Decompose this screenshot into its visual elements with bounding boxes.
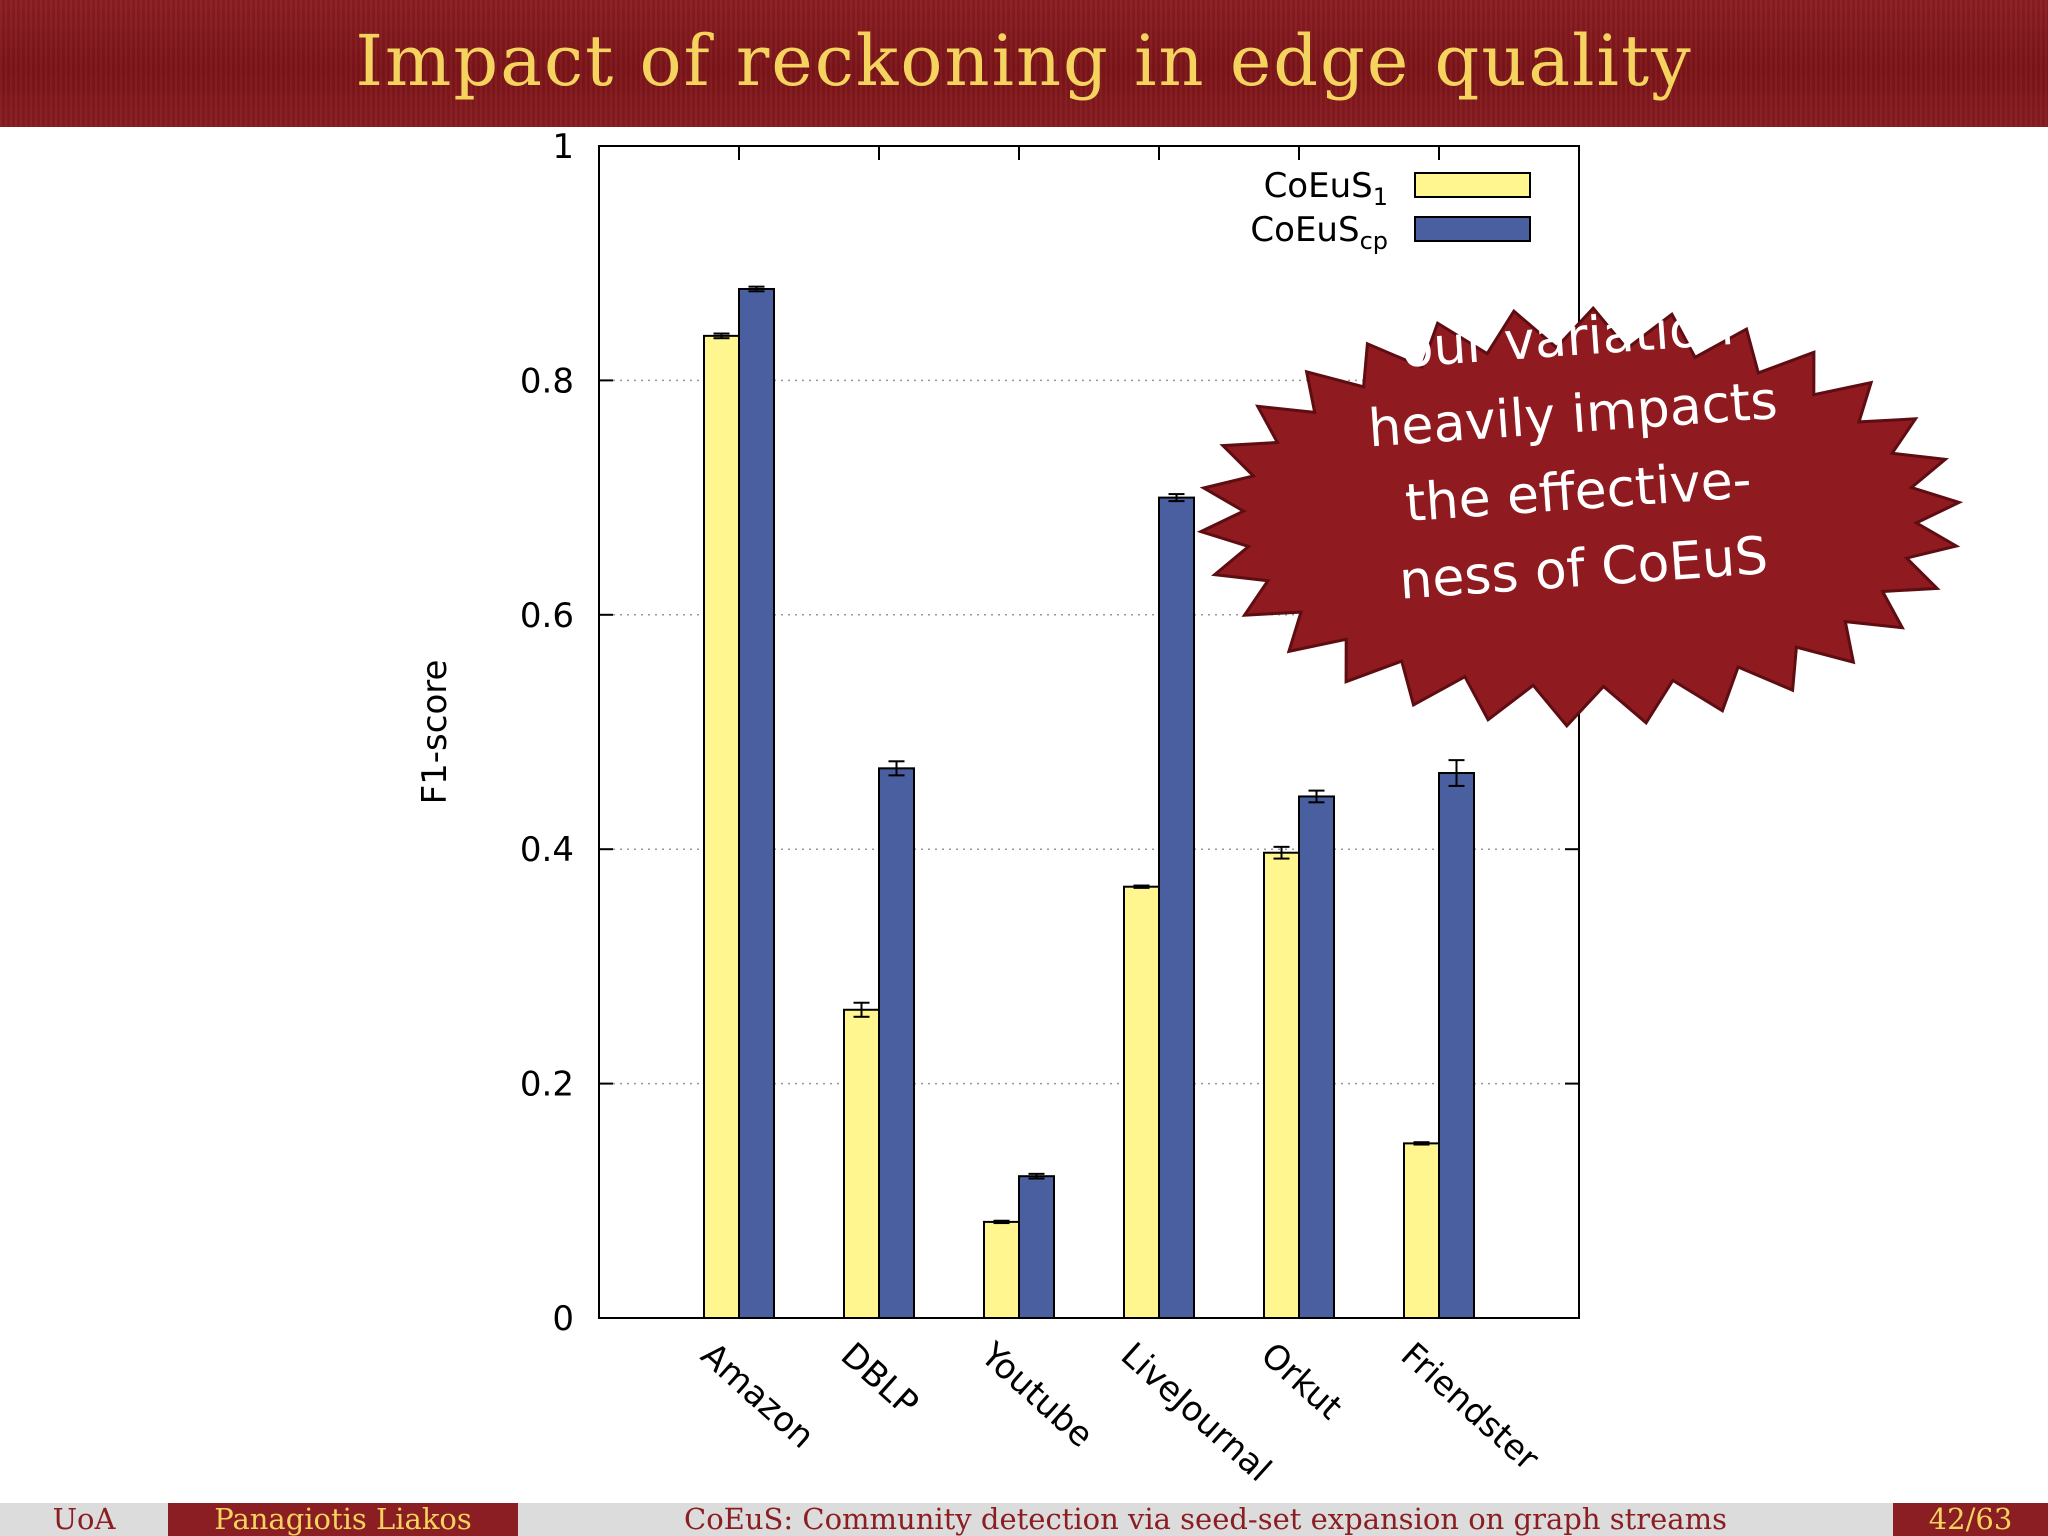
y-tick-label: 0.8 [520,361,574,401]
bar [1018,1175,1055,1319]
starburst-shape [1196,305,1964,729]
bars [703,285,1475,1320]
bar [738,287,775,1319]
bar [1298,795,1335,1319]
x-tick-label: DBLP [833,1335,926,1424]
grid-lines [599,379,1579,1085]
bar-chart: 0 0.2 0.4 0.6 0.8 1 Amazon DBLP Youtube LiveJour… [415,127,1964,1490]
legend-label: CoEuScp [1250,210,1388,255]
x-tick-label: LiveJournal [1113,1335,1279,1490]
footer-institution: UoA [0,1503,168,1536]
footer-author: Panagiotis Liakos [168,1503,518,1536]
y-tick-labels: 0 0.2 0.4 0.6 0.8 1 [520,127,574,1339]
bar [1263,851,1300,1319]
bar [843,1008,880,1319]
bar [1158,496,1195,1320]
slide-title: Impact of reckoning in edge quality [355,20,1693,102]
plot-frame [598,145,1580,1319]
y-tick-label: 1 [552,127,574,167]
slide-header [0,0,2048,127]
x-tick-label: Friendster [1393,1335,1546,1479]
legend-swatch [1414,172,1531,198]
legend-swatch [1414,216,1531,242]
bar [1438,772,1475,1319]
x-tick-label: Amazon [693,1335,822,1457]
callout-starburst: our variation heavily impacts the effect… [1196,297,1964,729]
x-tick-label: Orkut [1253,1335,1350,1428]
y-axis-label: F1-score [415,660,455,805]
bar [983,1220,1020,1319]
x-tick-label: Youtube [972,1334,1101,1455]
bar [1403,1142,1440,1320]
footer-talk-title: CoEuS: Community detection via seed-set … [518,1503,1893,1536]
footer: UoA Panagiotis Liakos CoEuS: Community d… [0,1503,2048,1536]
bar [1123,885,1160,1319]
y-tick-label: 0.2 [520,1065,574,1105]
footer-page-number: 42/63 [1893,1503,2048,1536]
y-tick-label: 0.6 [520,596,574,636]
bar [703,334,740,1319]
bar [878,767,915,1319]
legend-label: CoEuS1 [1264,166,1388,211]
y-tick-label: 0 [552,1299,574,1339]
y-tick-label: 0.4 [520,830,574,870]
